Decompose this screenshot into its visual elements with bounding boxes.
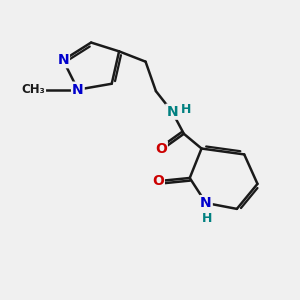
Text: N: N	[57, 53, 69, 67]
Text: O: O	[155, 142, 167, 155]
Text: N: N	[166, 105, 178, 119]
Text: N: N	[72, 82, 84, 97]
Text: H: H	[181, 103, 191, 116]
Text: CH₃: CH₃	[22, 83, 46, 96]
Text: N: N	[200, 196, 212, 210]
Text: H: H	[202, 212, 213, 225]
Text: O: O	[152, 174, 164, 188]
